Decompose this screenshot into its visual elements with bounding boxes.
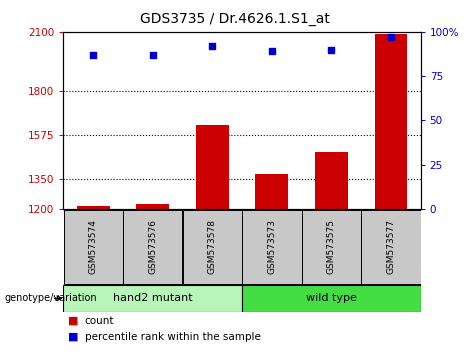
Bar [63, 210, 123, 284]
Text: GSM573576: GSM573576 [148, 219, 157, 274]
Bar [302, 210, 361, 284]
Bar [375, 34, 407, 209]
Bar [242, 285, 421, 312]
Bar [256, 175, 288, 209]
Text: GSM573575: GSM573575 [327, 219, 336, 274]
Text: ■: ■ [68, 316, 78, 326]
Text: GSM573578: GSM573578 [208, 219, 217, 274]
Text: GSM573574: GSM573574 [89, 219, 98, 274]
Point [209, 43, 216, 49]
Point [387, 34, 395, 40]
Bar [315, 152, 348, 209]
Text: wild type: wild type [306, 293, 357, 303]
Text: GSM573577: GSM573577 [386, 219, 395, 274]
Bar [196, 125, 229, 209]
Bar [361, 210, 421, 284]
Point [149, 52, 157, 58]
Bar [63, 285, 242, 312]
Bar [242, 210, 302, 284]
Bar [77, 206, 110, 209]
Text: percentile rank within the sample: percentile rank within the sample [85, 332, 260, 342]
Bar [123, 210, 182, 284]
Text: GSM573573: GSM573573 [267, 219, 276, 274]
Point [268, 48, 275, 54]
Bar [136, 204, 169, 209]
Point [89, 52, 97, 58]
Text: GDS3735 / Dr.4626.1.S1_at: GDS3735 / Dr.4626.1.S1_at [140, 12, 330, 27]
Text: ■: ■ [68, 332, 78, 342]
Bar [182, 210, 242, 284]
Text: count: count [85, 316, 114, 326]
Point [328, 47, 335, 52]
Text: genotype/variation: genotype/variation [5, 293, 97, 303]
Text: hand2 mutant: hand2 mutant [113, 293, 193, 303]
